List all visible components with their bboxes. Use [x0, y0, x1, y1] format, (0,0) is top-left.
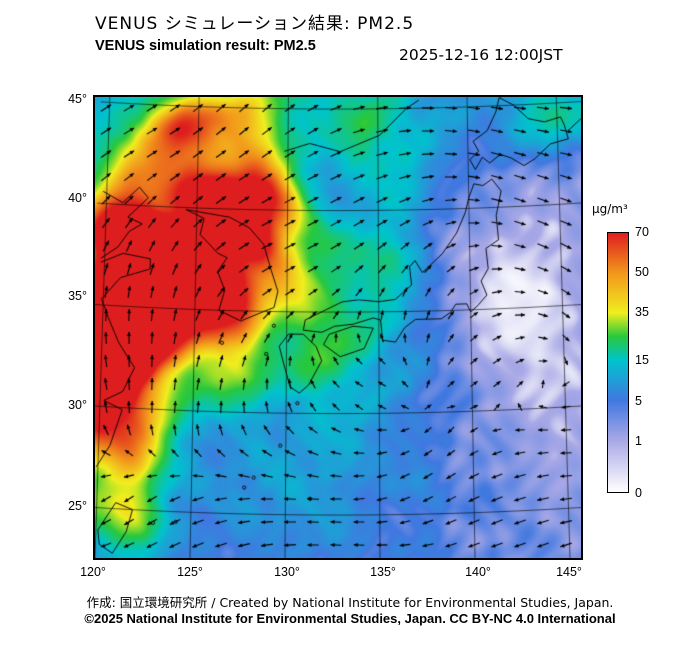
footer-license: ©2025 National Institute for Environment…: [84, 611, 616, 626]
colorbar-unit-label: µg/m³: [592, 202, 628, 216]
lon-tick-label: 120°: [80, 565, 106, 579]
colorbar-tick-label: 50: [635, 265, 649, 280]
page-title-english: VENUS simulation result: PM2.5: [95, 38, 316, 54]
lon-tick-label: 125°: [177, 565, 203, 579]
lon-tick-label: 135°: [370, 565, 396, 579]
map-frame: [93, 95, 583, 560]
colorbar-tick-label: 1: [635, 433, 642, 448]
lat-tick-label: 30°: [68, 398, 87, 412]
colorbar-tick-label: 0: [635, 486, 642, 500]
colorbar-tick-label: 15: [635, 353, 649, 368]
lon-tick-label: 140°: [465, 565, 491, 579]
colorbar-tick-label: 35: [635, 305, 649, 320]
colorbar-tick-label: 70: [635, 225, 649, 239]
colorbar-tick-label: 5: [635, 393, 642, 408]
datetime-label: 2025-12-16 12:00JST: [399, 46, 563, 64]
footer-credit: 作成: 国立環境研究所 / Created by National Instit…: [86, 595, 614, 610]
lon-tick-label: 130°: [274, 565, 300, 579]
lat-tick-label: 40°: [68, 191, 87, 205]
lon-tick-label: 145°: [556, 565, 582, 579]
page-title-japanese: VENUS シミュレーション結果: PM2.5: [95, 14, 415, 34]
lat-tick-label: 25°: [68, 499, 87, 513]
colorbar: [607, 232, 629, 493]
lat-tick-label: 35°: [68, 289, 87, 303]
pm25-map-canvas: [95, 97, 581, 558]
lat-tick-label: 45°: [68, 92, 87, 106]
